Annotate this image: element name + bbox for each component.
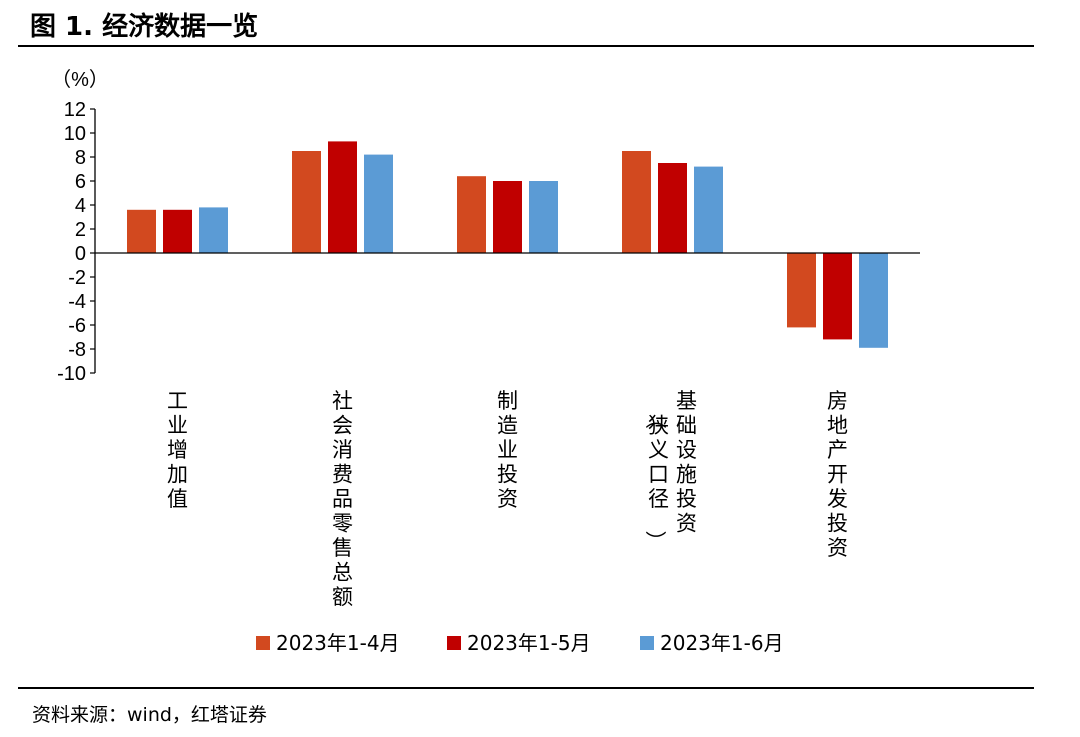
category-label: 制造业投资 xyxy=(497,389,518,511)
category-label: 社会消费品零售总额 xyxy=(332,389,353,609)
top-divider xyxy=(18,45,1034,47)
y-tick-label: -2 xyxy=(68,267,86,289)
bar-2-2 xyxy=(328,141,357,253)
legend: 2023年1-4月 2023年1-5月 2023年1-6月 xyxy=(256,631,784,655)
bar-1-4 xyxy=(622,151,651,253)
legend-swatch-2 xyxy=(447,636,461,650)
legend-swatch-3 xyxy=(640,636,654,650)
bar-2-5 xyxy=(823,253,852,340)
y-tick-label: 4 xyxy=(75,195,86,217)
y-tick-label: 8 xyxy=(75,147,86,169)
category-label: 房地产开发投资 xyxy=(827,389,848,560)
legend-label-3: 2023年1-6月 xyxy=(660,631,784,655)
figure-title: 图 1. 经济数据一览 xyxy=(30,12,259,42)
y-tick-label: -8 xyxy=(68,339,86,361)
legend-label-1: 2023年1-4月 xyxy=(276,631,400,655)
category-label: （狭义口径） xyxy=(643,408,669,552)
y-tick-label: -10 xyxy=(57,363,86,385)
y-tick-label: 0 xyxy=(75,243,86,265)
legend-swatch-1 xyxy=(256,636,270,650)
bar-2-1 xyxy=(163,209,192,253)
bar-3-1 xyxy=(199,207,228,253)
bar-1-1 xyxy=(127,209,156,253)
legend-label-2: 2023年1-5月 xyxy=(467,631,591,655)
y-tick-label: -6 xyxy=(68,315,86,337)
y-tick-label: 6 xyxy=(75,171,86,193)
category-label: 基础设施投资 xyxy=(676,389,697,536)
source-note: 资料来源：wind，红塔证券 xyxy=(32,704,267,726)
bar-3-4 xyxy=(694,166,723,253)
bottom-divider xyxy=(18,687,1034,689)
bar-2-4 xyxy=(658,163,687,253)
category-label: 工业增加值 xyxy=(167,389,188,511)
bar-2-3 xyxy=(493,181,522,253)
y-tick-label: 12 xyxy=(64,99,86,121)
bar-1-2 xyxy=(292,151,321,253)
bar-1-5 xyxy=(787,253,816,328)
y-tick-label: 2 xyxy=(75,219,86,241)
category-labels-group: 工业增加值 社会消费品零售总额 制造业投资 （狭义口径） 基础设施投资 房地产开发投资 xyxy=(167,389,848,609)
y-tick-label: -4 xyxy=(68,291,86,313)
bar-1-3 xyxy=(457,176,486,253)
y-tick-label: 10 xyxy=(64,123,86,145)
bar-3-3 xyxy=(529,181,558,253)
bar-3-5 xyxy=(859,253,888,348)
bars-group xyxy=(127,141,888,348)
y-axis-unit-label: （%） xyxy=(51,68,109,91)
bar-3-2 xyxy=(364,154,393,253)
